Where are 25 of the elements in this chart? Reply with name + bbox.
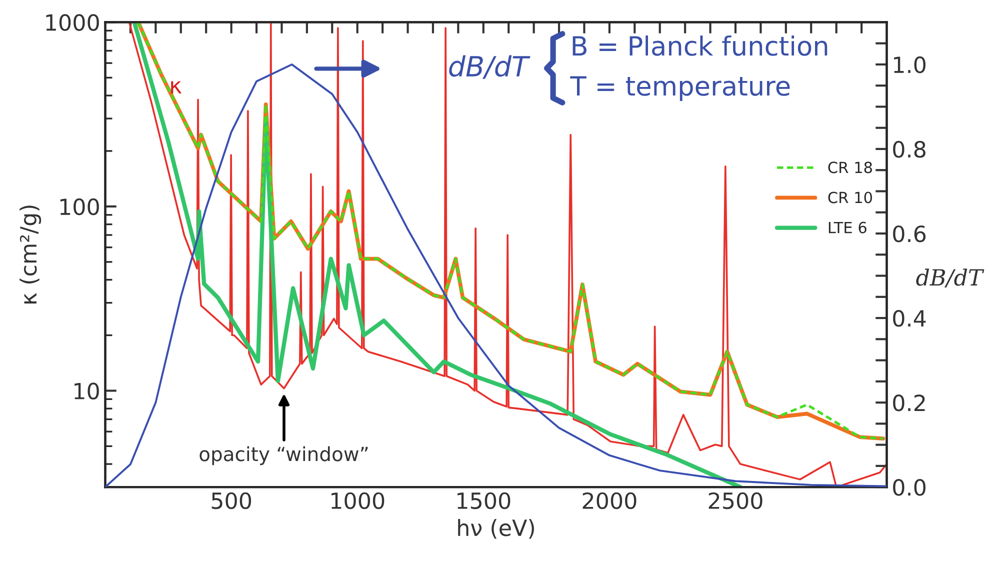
y-tick-label: 10 [74,382,99,400]
legend-label: CR 10 [828,192,872,204]
x-tick-label: 1500 [458,492,510,510]
y-axis-title: κ (cm²/g) [20,206,42,304]
legend-label: CR 18 [828,162,872,174]
annotation: opacity “window” [200,446,368,466]
y2-tick-label: 0.6 [893,225,926,242]
legend-label: LTE 6 [828,222,866,234]
annotation: B = Planck function [572,35,828,56]
y2-tick-label: 0.8 [893,140,926,158]
y2-tick-label: 0.2 [893,394,925,412]
annotation: dB/dT [449,55,530,79]
y2-tick-label: 1.0 [894,56,926,74]
y2-tick-label: 0.4 [893,310,926,327]
annotation: T = temperature [570,76,790,101]
x-axis-title: hν (eV) [458,518,534,539]
x-tick-label: 1000 [332,492,384,510]
annotation: κ [171,81,182,94]
y-tick-label: 100 [60,198,99,216]
x-tick-label: 2000 [582,492,636,510]
x-tick-label: 2500 [708,492,762,510]
x-tick-label: 500 [212,492,252,510]
y2-axis-title: dB/dT [916,268,984,288]
y-tick-label: 1000 [46,14,99,31]
y2-tick-label: 0.0 [893,479,926,496]
